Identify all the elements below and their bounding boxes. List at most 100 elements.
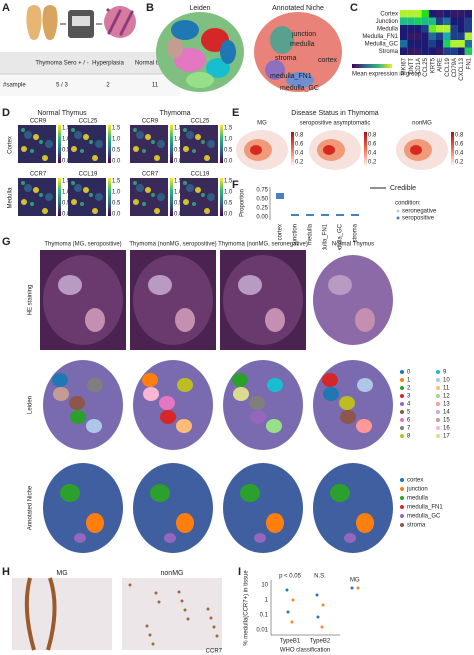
heatmap-cell (400, 47, 408, 55)
annotation: p < 0.05 (279, 574, 302, 580)
data-point (290, 620, 294, 624)
tissue (357, 378, 373, 392)
colorbar-tick: 0.8 (455, 133, 464, 139)
legend-label: 9 (443, 370, 447, 376)
stained-cell (212, 625, 216, 629)
tissue (220, 40, 236, 64)
colorbar-tick: 1.5 (224, 126, 233, 132)
tissue (52, 373, 68, 387)
y-tick-label: 0.00 (256, 215, 268, 221)
legend-swatch (436, 394, 440, 398)
tissue (250, 410, 266, 424)
colorbar (220, 125, 223, 163)
expression-spot (201, 193, 205, 197)
heatmap-cell (436, 47, 444, 55)
colorbar (364, 132, 367, 166)
legend-label: medulla_FN1 (407, 505, 443, 511)
tissue (175, 308, 195, 332)
expression-spot (89, 193, 93, 197)
legend-swatch (400, 487, 404, 491)
expression-spot (21, 199, 27, 205)
heatmap-row-label: Medulla_FN1 (362, 34, 398, 40)
expression-spot (145, 134, 151, 140)
colorbar-tick: 0.5 (62, 201, 71, 207)
legend-swatch (400, 505, 404, 509)
heatmap-col-label: CD79A (452, 58, 458, 77)
y-tick-label: 0.01 (256, 628, 268, 634)
legend-label: seropositive (402, 216, 435, 222)
heatmap-cell (457, 32, 465, 40)
colorbar-tick: 0.4 (368, 151, 377, 157)
tissue (87, 378, 103, 392)
expression-spot (95, 140, 103, 148)
legend-label: 15 (443, 418, 450, 424)
expression-spot (142, 149, 146, 153)
colorbar-tick: 0.5 (224, 148, 233, 154)
legend-swatch (400, 370, 404, 374)
y-tick-label: 1 (265, 598, 269, 604)
cell-dot (108, 29, 112, 33)
panel-title: Leiden (189, 5, 210, 12)
legend-swatch (350, 586, 354, 590)
expression-spot (83, 187, 89, 193)
panel-title: nonMG (161, 570, 184, 577)
heatmap-cell (464, 47, 472, 55)
box (351, 214, 359, 216)
heatmap-col-label: CXCL13 (459, 57, 465, 80)
niche-label: junction (291, 31, 316, 38)
gene-label: CCL25 (191, 119, 210, 125)
colorbar-tick: 1.0 (112, 137, 121, 143)
legend-swatch (400, 434, 404, 438)
tissue (58, 275, 82, 295)
panel-label: A (2, 2, 10, 14)
heatmap-cell (400, 40, 408, 48)
tissue (313, 463, 393, 553)
heatmap-cell (421, 25, 429, 33)
column-title: Thymoma (nonMG, seropositive) (129, 242, 216, 248)
expression-spot (95, 193, 103, 201)
annotation: N.S. (314, 574, 326, 580)
heatmap-col-label: KRT5 (430, 57, 436, 73)
colorbar (220, 178, 223, 216)
tissue (223, 255, 303, 345)
legend-label: 10 (443, 378, 450, 384)
colorbar (352, 64, 392, 68)
colorbar-tick: 1.5 (174, 126, 183, 132)
tissue (410, 145, 422, 155)
tissue (286, 72, 314, 88)
table-header: Normal thymus (135, 61, 175, 67)
box (291, 214, 299, 216)
legend-label: 14 (443, 410, 450, 416)
heatmap-cell (443, 10, 451, 18)
expression-spot (154, 155, 160, 161)
heatmap-cell (407, 47, 415, 55)
legend-swatch (400, 514, 404, 518)
tissue (323, 145, 335, 155)
expression-spot (39, 140, 43, 144)
expression-spot (133, 128, 137, 132)
tissue (323, 387, 339, 401)
heatmap-cell (450, 10, 458, 18)
stained-cell (206, 607, 210, 611)
heatmap-col-label: CD1A (416, 58, 422, 74)
tissue (174, 48, 206, 72)
heatmap-cell (421, 40, 429, 48)
panel-title: MG (56, 570, 67, 577)
legend-title: MG (350, 578, 360, 584)
stained-cell (180, 599, 184, 603)
legend-swatch (436, 386, 440, 390)
heatmap-cell (421, 32, 429, 40)
tissue (250, 145, 262, 155)
legend-label: Credible (390, 185, 416, 192)
expression-spot (21, 146, 27, 152)
colorbar-tick: 0.0 (174, 159, 183, 165)
legend-swatch (400, 496, 404, 500)
cell-dot (106, 8, 110, 12)
heatmap-row-label: Junction (376, 19, 398, 25)
expression-spot (183, 128, 187, 132)
heatmap-cell (407, 25, 415, 33)
heatmap-cell (457, 10, 465, 18)
panel-label: D (2, 107, 10, 119)
heatmap-col-label: FN1 (466, 57, 472, 69)
legend-swatch (400, 418, 404, 422)
